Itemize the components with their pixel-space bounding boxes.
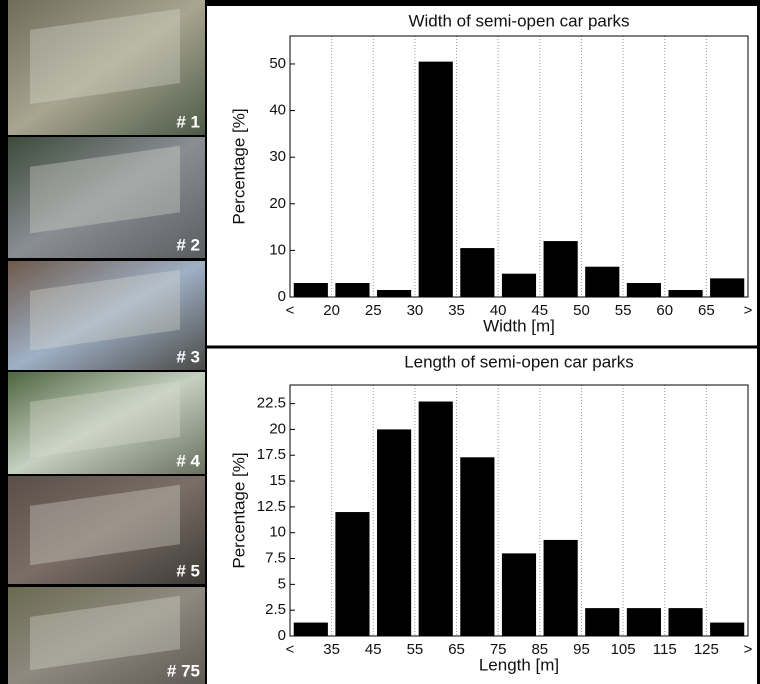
x-tick-label: > xyxy=(744,641,753,658)
bar xyxy=(294,623,328,636)
y-tick-label: 17.5 xyxy=(257,446,286,463)
bar xyxy=(585,267,619,297)
y-tick-label: 20 xyxy=(269,420,286,437)
x-tick-label: 20 xyxy=(323,302,340,319)
bar xyxy=(544,241,578,297)
photo-label: # 3 xyxy=(176,347,200,366)
bar xyxy=(460,248,494,297)
photo-label: # 1 xyxy=(176,112,200,131)
bar xyxy=(668,608,702,636)
x-tick-label: < xyxy=(286,641,295,658)
bar xyxy=(627,283,661,297)
x-tick-label: 35 xyxy=(323,641,340,658)
bar xyxy=(294,283,328,297)
y-tick-label: 0 xyxy=(278,627,286,644)
photo-label: # 2 xyxy=(176,235,200,254)
y-tick-label: 20 xyxy=(269,195,286,212)
bar xyxy=(460,457,494,636)
photo-label: # 75 xyxy=(167,661,200,680)
bar xyxy=(502,553,536,636)
y-tick-label: 5 xyxy=(278,575,286,592)
x-axis-label: Width [m] xyxy=(483,316,555,335)
y-axis-label: Percentage [%] xyxy=(229,452,248,568)
bar xyxy=(335,512,369,636)
x-tick-label: 85 xyxy=(531,641,548,658)
x-tick-label: 115 xyxy=(653,641,677,658)
bar xyxy=(668,290,702,297)
y-tick-label: 10 xyxy=(269,524,286,541)
x-tick-label: 40 xyxy=(490,302,507,319)
x-tick-label: 95 xyxy=(573,641,590,658)
x-axis-label: Length [m] xyxy=(479,655,559,674)
x-tick-label: 105 xyxy=(611,641,636,658)
bar xyxy=(419,62,453,297)
bar xyxy=(419,402,453,636)
photo-column: # 1 # 2 # 3 # 4 # 5 # 75 xyxy=(8,0,205,684)
bar xyxy=(335,283,369,297)
x-tick-label: 45 xyxy=(531,302,548,319)
x-tick-label: 55 xyxy=(407,641,424,658)
x-tick-label: 60 xyxy=(656,302,673,319)
photo-label: # 4 xyxy=(176,451,200,470)
bar xyxy=(710,623,744,636)
x-tick-label: 30 xyxy=(407,302,424,319)
x-tick-label: 35 xyxy=(448,302,465,319)
x-tick-label: 45 xyxy=(365,641,382,658)
bar xyxy=(627,608,661,636)
x-tick-label: 50 xyxy=(573,302,590,319)
bar xyxy=(544,540,578,636)
x-tick-label: 65 xyxy=(448,641,465,658)
x-tick-label: > xyxy=(744,302,753,319)
y-tick-label: 50 xyxy=(269,55,286,72)
chart-title: Length of semi-open car parks xyxy=(404,352,634,371)
bar xyxy=(710,278,744,297)
y-tick-label: 2.5 xyxy=(265,601,286,618)
bar xyxy=(502,274,536,297)
y-tick-label: 40 xyxy=(269,102,286,119)
y-tick-label: 0 xyxy=(278,288,286,305)
x-tick-label: 65 xyxy=(698,302,715,319)
bar xyxy=(585,608,619,636)
bar xyxy=(377,290,411,297)
x-tick-label: 125 xyxy=(694,641,719,658)
y-axis-label: Percentage [%] xyxy=(229,108,248,224)
y-tick-label: 7.5 xyxy=(265,549,286,566)
x-tick-label: < xyxy=(286,302,295,319)
x-tick-label: 75 xyxy=(490,641,507,658)
y-tick-label: 12.5 xyxy=(257,498,286,515)
y-tick-label: 15 xyxy=(269,472,286,489)
x-tick-label: 25 xyxy=(365,302,382,319)
chart-title: Width of semi-open car parks xyxy=(408,11,629,30)
photo-label: # 5 xyxy=(176,561,200,580)
y-tick-label: 22.5 xyxy=(257,395,286,412)
y-tick-label: 10 xyxy=(269,241,286,258)
x-tick-label: 55 xyxy=(615,302,632,319)
y-tick-label: 30 xyxy=(269,148,286,165)
bar xyxy=(377,429,411,636)
figure: # 1 # 2 # 3 # 4 # 5 # 75 Width of semi-open c… xyxy=(0,0,760,684)
